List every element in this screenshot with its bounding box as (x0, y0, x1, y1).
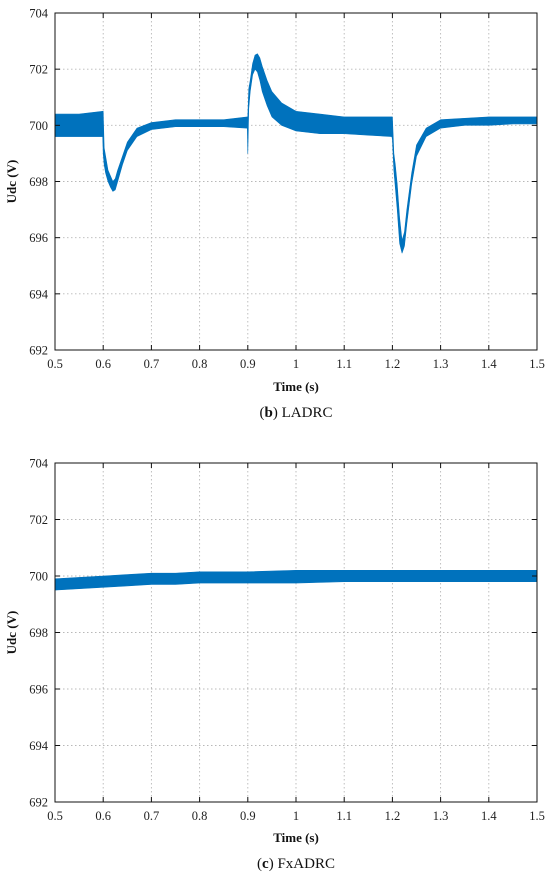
y-tick-label: 702 (29, 63, 48, 77)
x-tick-label: 0.5 (47, 357, 63, 371)
x-tick-label: 0.6 (95, 357, 111, 371)
y-tick-label: 700 (29, 119, 48, 133)
y-tick-label: 694 (29, 739, 49, 753)
y-axis-label: Udc (V) (4, 611, 19, 655)
x-tick-label: 1.5 (529, 357, 545, 371)
x-tick-label: 0.9 (240, 809, 256, 823)
x-tick-label: 1 (293, 809, 299, 823)
x-tick-label: 1 (293, 357, 299, 371)
x-tick-label: 1.2 (385, 809, 401, 823)
x-tick-label: 1.4 (481, 809, 497, 823)
x-tick-label: 0.9 (240, 357, 256, 371)
x-tick-label: 1.4 (481, 357, 497, 371)
x-tick-label: 0.8 (192, 357, 208, 371)
x-tick-label: 1.1 (336, 357, 352, 371)
x-tick-label: 1.2 (385, 357, 401, 371)
y-tick-label: 702 (29, 513, 48, 527)
chart-panel-b: 0.5 0.6 0.7 0.8 0.9 1 1.1 1.2 1.3 1.4 1.5 692 694 696… (4, 7, 545, 422)
x-tick-label: 0.5 (47, 809, 63, 823)
x-tick-label: 1.3 (433, 809, 449, 823)
caption-label: c (262, 856, 269, 872)
y-tick-label: 700 (29, 570, 48, 584)
y-tick-label: 704 (29, 7, 49, 21)
x-tick-label: 0.7 (144, 809, 160, 823)
caption-text: LADRC (282, 405, 333, 421)
y-tick-label: 696 (29, 231, 48, 245)
y-tick-label: 692 (29, 796, 48, 810)
chart-panel-c: 0.5 0.6 0.7 0.8 0.9 1 1.1 1.2 1.3 1.4 1.5 692 694 696… (4, 457, 545, 873)
x-tick-label: 1.1 (336, 809, 352, 823)
x-tick-label: 0.7 (144, 357, 160, 371)
y-tick-label: 696 (29, 683, 48, 697)
y-tick-label: 704 (29, 457, 49, 471)
x-tick-label: 1.5 (529, 809, 545, 823)
chart-caption: (c) FxADRC (257, 856, 335, 872)
y-axis-label: Udc (V) (4, 160, 19, 204)
x-axis-label: Time (s) (273, 379, 319, 394)
y-tick-label: 698 (29, 175, 48, 189)
x-tick-label: 0.8 (192, 809, 208, 823)
x-tick-label: 1.3 (433, 357, 449, 371)
x-tick-label: 0.6 (95, 809, 111, 823)
caption-label: b (265, 405, 273, 421)
x-axis-label: Time (s) (273, 830, 319, 845)
y-tick-label: 692 (29, 344, 48, 358)
y-tick-label: 694 (29, 287, 49, 301)
caption-text: FxADRC (277, 856, 335, 872)
chart-caption: (b) LADRC (260, 405, 333, 421)
y-tick-label: 698 (29, 626, 48, 640)
